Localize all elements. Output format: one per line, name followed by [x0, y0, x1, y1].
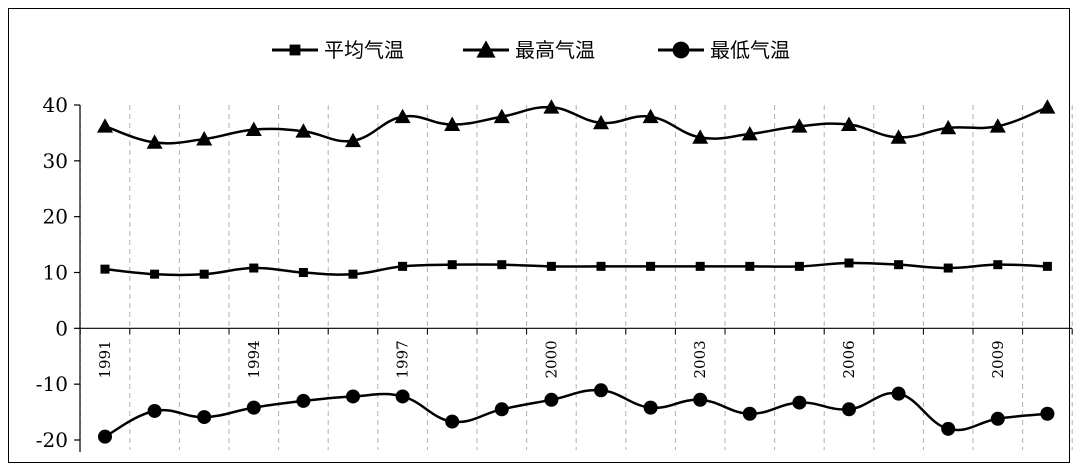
- y-tick-label: 40: [43, 93, 68, 117]
- legend-label: 最高气温: [515, 38, 595, 62]
- data-point-max: [394, 108, 411, 124]
- data-point-min: [990, 411, 1005, 426]
- data-point-min: [842, 402, 856, 417]
- data-point-avg: [844, 258, 854, 268]
- legend-marker-avg: [289, 44, 301, 56]
- data-point-min: [693, 392, 708, 407]
- data-point-max: [593, 114, 609, 130]
- data-point-avg: [447, 260, 457, 270]
- data-point-max: [493, 108, 510, 124]
- data-point-avg: [199, 269, 209, 279]
- y-tick-label: 0: [55, 316, 68, 340]
- data-point-avg: [596, 261, 606, 271]
- data-point-min: [197, 410, 212, 425]
- data-point-avg: [497, 260, 507, 270]
- data-point-min: [346, 389, 360, 404]
- data-point-max: [444, 116, 461, 131]
- data-point-avg: [100, 264, 110, 274]
- data-point-avg: [646, 261, 656, 271]
- data-point-max: [791, 118, 808, 133]
- data-point-min: [98, 429, 112, 444]
- legend: 平均气温 最高气温 最低气温: [272, 38, 790, 62]
- x-tick-label: 2000: [542, 340, 560, 378]
- chart-frame: [8, 8, 1070, 463]
- data-point-max: [692, 129, 709, 144]
- y-tick-label: 20: [43, 205, 68, 229]
- data-point-max: [642, 108, 659, 124]
- y-tick-label: -20: [36, 428, 68, 452]
- legend-label: 最低气温: [710, 38, 790, 62]
- data-point-min: [742, 406, 757, 421]
- series-line-avg: [104, 261, 1048, 277]
- data-point-avg: [398, 261, 408, 271]
- data-point-max: [146, 134, 163, 149]
- data-point-min: [891, 386, 906, 401]
- data-point-avg: [546, 261, 556, 271]
- data-point-avg: [745, 261, 755, 271]
- data-point-avg: [1042, 261, 1052, 271]
- y-tick-label: 30: [43, 149, 68, 173]
- x-tick-label: 2006: [840, 340, 858, 378]
- data-point-min: [544, 392, 559, 407]
- data-point-max: [97, 118, 113, 133]
- data-point-avg: [150, 269, 160, 279]
- data-point-avg: [298, 268, 308, 277]
- data-point-max: [345, 132, 361, 148]
- data-point-max: [196, 131, 213, 146]
- data-point-max: [841, 116, 857, 131]
- data-point-max: [940, 119, 957, 135]
- legend-marker-min: [672, 41, 690, 59]
- series-layer: [97, 99, 1056, 444]
- data-point-max: [1039, 99, 1056, 114]
- data-point-min: [643, 400, 658, 415]
- grid-layer: [79, 105, 1073, 450]
- data-point-avg: [993, 260, 1003, 270]
- data-point-min: [147, 403, 162, 418]
- legend-marker-max: [476, 40, 496, 58]
- data-point-avg: [894, 260, 904, 270]
- data-point-max: [295, 123, 312, 138]
- data-point-min: [395, 389, 410, 404]
- axis-layer: -20 -10 0 10 20 30 40 1991 1994 1997 2000 2003 2006 2…: [36, 93, 1073, 452]
- data-point-avg: [249, 263, 259, 273]
- legend-label: 平均气温: [324, 38, 404, 62]
- data-point-min: [296, 393, 311, 408]
- x-tick-label: 2003: [691, 340, 709, 378]
- data-point-min: [792, 395, 807, 410]
- data-point-max: [741, 126, 758, 141]
- data-point-avg: [943, 263, 953, 273]
- data-point-max: [245, 121, 262, 136]
- x-tick-label: 1997: [394, 340, 412, 378]
- data-point-min: [941, 421, 956, 436]
- data-point-max: [989, 118, 1006, 133]
- data-point-avg: [794, 261, 804, 271]
- data-point-avg: [348, 269, 358, 279]
- y-tick-label: -10: [36, 372, 68, 396]
- data-point-min: [246, 400, 261, 415]
- data-point-min: [494, 402, 509, 417]
- x-tick-label: 1994: [245, 340, 263, 378]
- x-tick-label: 1991: [96, 340, 114, 378]
- data-point-min: [445, 414, 460, 429]
- x-tick-label: 2009: [989, 340, 1007, 378]
- data-point-max: [543, 99, 560, 114]
- data-point-avg: [695, 261, 705, 271]
- series-line-max: [104, 105, 1048, 145]
- y-tick-label: 10: [43, 261, 68, 285]
- data-point-min: [594, 383, 608, 398]
- data-point-min: [1040, 406, 1055, 421]
- data-point-max: [890, 129, 907, 144]
